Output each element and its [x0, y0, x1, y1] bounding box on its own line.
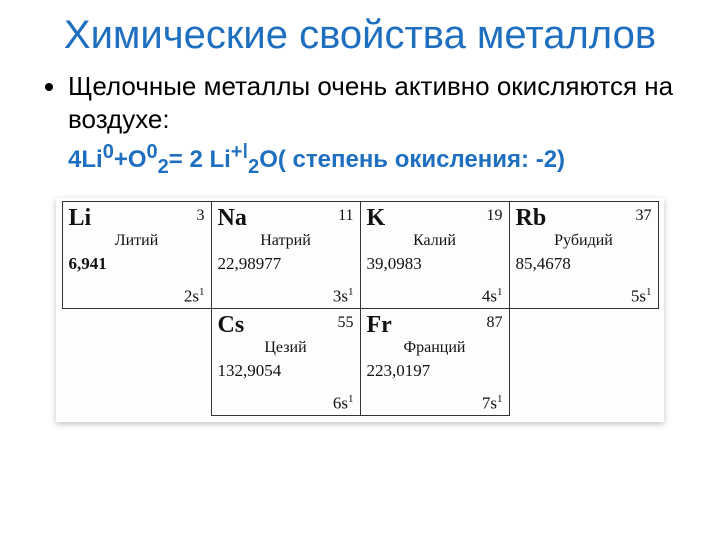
eq-eq: =: [169, 146, 190, 173]
atomic-mass: 132,9054: [218, 361, 354, 381]
element-cell-na: Na 11 Натрий 22,98977 3s1: [211, 201, 361, 309]
chemical-equation: 4Li0+O02= 2 Li+ǀ2O( степень окисления: -…: [68, 139, 680, 180]
atomic-number: 3: [197, 206, 205, 224]
element-name: Калий: [367, 232, 503, 250]
slide-title: Химические свойства металлов: [40, 12, 680, 58]
table-row: Cs 55 Цезий 132,9054 6s1 Fr 87 Франций 223,0197 7…: [62, 309, 658, 416]
bullet-list: Щелочные металлы очень активно окисляютс…: [40, 70, 680, 135]
element-symbol: Fr: [367, 313, 392, 337]
electron-config: 4s1: [482, 286, 503, 307]
element-cell-k: K 19 Калий 39,0983 4s1: [360, 201, 510, 309]
electron-config: 5s1: [631, 286, 652, 307]
eq-el: O: [128, 146, 147, 173]
element-name: Литий: [69, 232, 205, 250]
eq-el: O: [259, 146, 278, 173]
eq-sup: +ǀ: [231, 141, 248, 163]
element-name: Натрий: [218, 232, 354, 250]
eq-el: Li: [81, 146, 102, 173]
eq-sub: 2: [248, 156, 259, 178]
element-cell-rb: Rb 37 Рубидий 85,4678 5s1: [509, 201, 659, 309]
electron-config: 2s1: [184, 286, 205, 307]
eq-coef: 2: [189, 146, 209, 173]
atomic-mass: 223,0197: [367, 361, 503, 381]
atomic-mass: 85,4678: [516, 254, 652, 274]
eq-el: Li: [209, 146, 230, 173]
element-name: Франций: [367, 339, 503, 357]
element-symbol: K: [367, 206, 386, 230]
element-name: Рубидий: [516, 232, 652, 250]
eq-sup: 0: [147, 141, 158, 163]
element-symbol: Cs: [218, 313, 245, 337]
slide: Химические свойства металлов Щелочные ме…: [0, 0, 720, 540]
eq-sup: 0: [103, 141, 114, 163]
table-row: Li 3 Литий 6,941 2s1 Na 11 Натрий 22,98977 3s1 K 19…: [62, 202, 658, 309]
electron-config: 7s1: [482, 393, 503, 414]
atomic-number: 37: [636, 206, 652, 224]
atomic-mass: 6,941: [69, 254, 205, 274]
atomic-mass: 22,98977: [218, 254, 354, 274]
element-name: Цезий: [218, 339, 354, 357]
atomic-number: 19: [487, 206, 503, 224]
element-cell-li: Li 3 Литий 6,941 2s1: [62, 201, 212, 309]
atomic-number: 87: [487, 313, 503, 331]
eq-note: ( степень окисления: -2): [278, 146, 565, 173]
bullet-item: Щелочные металлы очень активно окисляютс…: [68, 70, 680, 135]
element-symbol: Rb: [516, 206, 547, 230]
element-symbol: Li: [69, 206, 92, 230]
periodic-table: Li 3 Литий 6,941 2s1 Na 11 Натрий 22,98977 3s1 K 19…: [56, 198, 664, 422]
electron-config: 3s1: [333, 286, 354, 307]
eq-sub: 2: [158, 156, 169, 178]
electron-config: 6s1: [333, 393, 354, 414]
eq-coef: 4: [68, 146, 81, 173]
periodic-table-wrap: Li 3 Литий 6,941 2s1 Na 11 Натрий 22,98977 3s1 K 19…: [40, 198, 680, 422]
atomic-number: 55: [338, 313, 354, 331]
atomic-mass: 39,0983: [367, 254, 503, 274]
element-cell-fr: Fr 87 Франций 223,0197 7s1: [360, 308, 510, 416]
element-symbol: Na: [218, 206, 247, 230]
atomic-number: 11: [338, 206, 353, 224]
element-cell-cs: Cs 55 Цезий 132,9054 6s1: [211, 308, 361, 416]
eq-plus: +: [114, 146, 128, 173]
